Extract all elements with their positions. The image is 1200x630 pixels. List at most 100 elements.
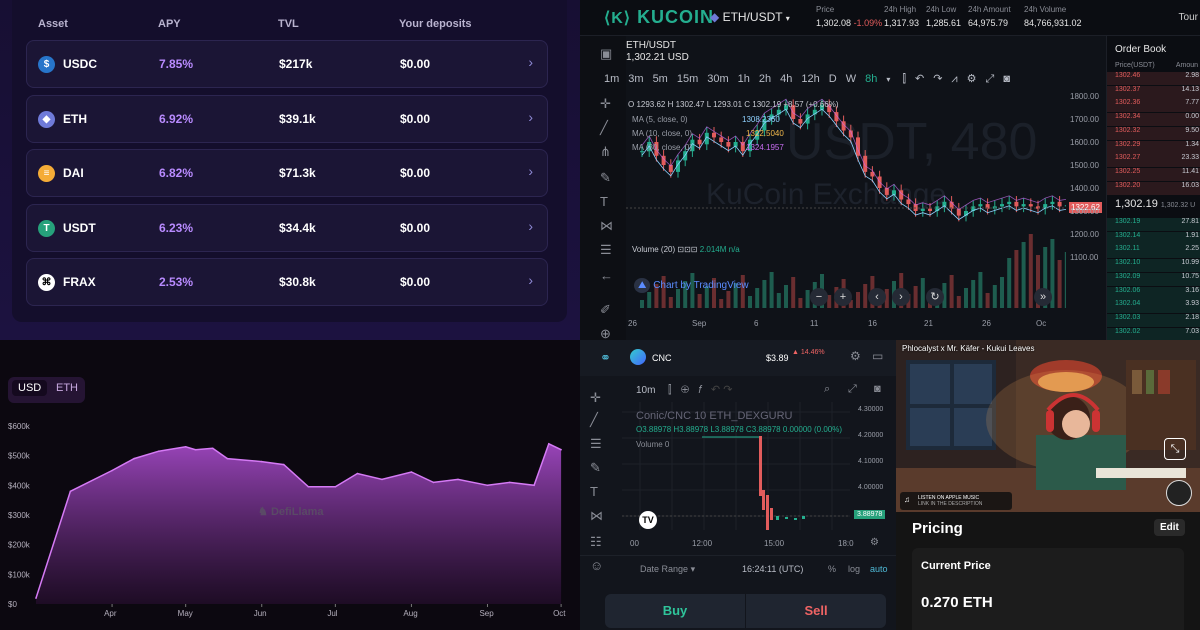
zoom-in-button[interactable]: + <box>834 288 852 306</box>
asset-row-usdt[interactable]: T USDT 6.23% $34.4k $0.00 › <box>26 203 548 252</box>
toggle-usd[interactable]: USD <box>12 380 48 396</box>
tradingview-logo-icon[interactable]: TV <box>639 511 657 529</box>
trendline-icon[interactable]: ╱ <box>590 412 598 427</box>
tf-1m[interactable]: 1m <box>604 73 620 85</box>
pattern-icon[interactable]: ⋈ <box>590 508 603 523</box>
redo-icon[interactable]: ↷ <box>933 73 943 85</box>
chevron-down-icon[interactable]: ▾ <box>886 75 891 84</box>
tf-15m[interactable]: 15m <box>676 73 699 85</box>
ask-row[interactable]: 1302.34 0.00 <box>1107 113 1200 127</box>
ask-row[interactable]: 1302.36 7.77 <box>1107 99 1200 113</box>
date-range-selector[interactable]: Date Range ▾ <box>640 564 695 575</box>
tf-12h[interactable]: 12h <box>801 73 820 85</box>
ruler-icon[interactable]: ✐ <box>600 302 611 317</box>
tf-d[interactable]: D <box>828 73 837 85</box>
smile-icon[interactable]: ☺ <box>590 558 604 573</box>
back-arrow-icon[interactable]: ← <box>600 268 613 283</box>
scroll-to-latest-button[interactable]: » <box>1034 288 1052 306</box>
add-indicator-icon[interactable]: ⊕ <box>680 384 690 396</box>
price-chart[interactable]: ETH/USDT 1,302.21 USD 1m 3m 5m 15m 30m 1h 2h 4h 1… <box>604 36 1106 340</box>
bid-row[interactable]: 1302.02 7.03 <box>1107 327 1200 340</box>
tf-w[interactable]: W <box>845 73 857 85</box>
auto-scale-toggle[interactable]: auto <box>870 564 888 574</box>
log-scale-toggle[interactable]: log <box>848 564 861 574</box>
pattern-icon[interactable]: ⋈ <box>600 218 613 233</box>
asset-row-usdc[interactable]: $ USDC 7.85% $217k $0.00 › <box>26 40 548 88</box>
redo-icon[interactable]: ↷ <box>723 384 733 396</box>
indicator-icon[interactable]: ⫿ <box>902 73 906 85</box>
chart-settings-icon[interactable]: ▣ <box>600 46 613 61</box>
ask-row[interactable]: 1302.37 14.13 <box>1107 85 1200 99</box>
ask-row[interactable]: 1302.29 1.34 <box>1107 140 1200 154</box>
asset-row-frax[interactable]: ⌘ FRAX 2.53% $30.8k $0.00 › <box>26 258 548 306</box>
undo-icon[interactable]: ↶ <box>710 384 721 396</box>
crosshair-icon[interactable]: ✛ <box>600 96 611 111</box>
ask-row[interactable]: 1302.32 9.50 <box>1107 126 1200 140</box>
candle-type-icon[interactable]: ⫿ <box>668 384 672 396</box>
zoom-icon[interactable]: ⊕ <box>600 326 611 340</box>
brush-icon[interactable]: ✎ <box>600 170 611 185</box>
dexguru-logo-icon[interactable]: ⚭ <box>600 350 611 365</box>
tour-link[interactable]: Tour <box>1178 12 1198 23</box>
wallet-icon[interactable]: ▭ <box>872 349 884 363</box>
volume-controls-icon[interactable]: ⊡⊡⊡ <box>677 245 698 254</box>
tf-5m[interactable]: 5m <box>652 73 668 85</box>
sell-button[interactable]: Sell <box>746 594 886 628</box>
chevron-right-icon[interactable]: › <box>528 217 533 234</box>
ask-row[interactable]: 1302.20 16.03 <box>1107 181 1200 195</box>
tf-3m[interactable]: 3m <box>628 73 644 85</box>
undo-icon[interactable]: ↶ <box>914 73 925 85</box>
lofi-artwork[interactable]: Phlocalyst x Mr. Käfer - Kukui Leaves ♫ … <box>896 340 1200 512</box>
text-icon[interactable]: T <box>600 194 608 209</box>
text-icon[interactable]: T <box>590 484 598 499</box>
camera-icon[interactable]: ◙ <box>874 383 881 395</box>
lines-icon[interactable]: ☰ <box>590 436 602 451</box>
asset-row-dai[interactable]: ≡ DAI 6.82% $71.3k $0.00 › <box>26 149 548 197</box>
chevron-right-icon[interactable]: › <box>528 272 533 288</box>
pair-selector[interactable]: ◆ ETH/USDT ▾ <box>710 10 790 24</box>
expand-media-icon[interactable]: ⤡ <box>1164 438 1186 460</box>
tradingview-badge[interactable]: ⛰ Chart by TradingView <box>634 278 749 293</box>
axis-settings-icon[interactable]: ⚙ <box>870 537 879 548</box>
zoom-out-button[interactable]: − <box>810 288 828 306</box>
crosshair-icon[interactable]: ✛ <box>590 390 601 405</box>
scroll-right-button[interactable]: › <box>892 288 910 306</box>
kucoin-logo[interactable]: ⟨K⟩ KUCOIN <box>604 7 714 28</box>
tf-8h[interactable]: 8h <box>865 73 878 85</box>
ask-row[interactable]: 1302.46 2.98 <box>1107 72 1200 85</box>
ask-row[interactable]: 1302.27 23.33 <box>1107 154 1200 168</box>
compare-icon[interactable]: ⩘ <box>951 73 958 85</box>
bid-row[interactable]: 1302.06 3.16 <box>1107 286 1200 300</box>
tf-4h[interactable]: 4h <box>780 73 793 85</box>
bid-row[interactable]: 1302.11 2.25 <box>1107 245 1200 259</box>
brush-icon[interactable]: ✎ <box>590 460 601 475</box>
tf-2h[interactable]: 2h <box>758 73 772 85</box>
reset-chart-button[interactable]: ↻ <box>926 288 944 306</box>
percent-scale-toggle[interactable]: % <box>828 564 837 574</box>
trendline-icon[interactable]: ╱ <box>600 120 608 135</box>
scroll-left-button[interactable]: ‹ <box>868 288 886 306</box>
toggle-eth[interactable]: ETH <box>56 382 78 394</box>
fib-icon[interactable]: ⋔ <box>600 144 611 159</box>
channel-avatar[interactable] <box>1166 480 1192 506</box>
interval-selector[interactable]: 10m <box>636 385 656 396</box>
formula-icon[interactable]: 𝑓 <box>698 384 702 396</box>
gear-icon[interactable]: ⚙ <box>850 349 861 363</box>
gear-icon[interactable]: ⚙ <box>966 73 977 85</box>
bid-row[interactable]: 1302.10 10.99 <box>1107 259 1200 273</box>
tf-30m[interactable]: 30m <box>707 73 729 85</box>
chevron-right-icon[interactable]: › <box>528 108 533 125</box>
chevron-right-icon[interactable]: › <box>528 54 533 70</box>
fullscreen-icon[interactable]: ⤢ <box>985 73 995 85</box>
forecast-icon[interactable]: ☰ <box>600 242 612 257</box>
asset-row-eth[interactable]: ◆ ETH 6.92% $39.1k $0.00 › <box>26 94 548 143</box>
ask-row[interactable]: 1302.25 11.41 <box>1107 167 1200 181</box>
bid-row[interactable]: 1302.09 10.75 <box>1107 272 1200 286</box>
camera-icon[interactable]: ◙ <box>1003 73 1010 85</box>
bid-row[interactable]: 1302.04 3.93 <box>1107 300 1200 314</box>
buy-button[interactable]: Buy <box>605 594 745 628</box>
dex-search-icon[interactable]: ⌕ <box>824 383 831 395</box>
chevron-right-icon[interactable]: › <box>528 163 533 179</box>
fullscreen-icon[interactable]: ⤢ <box>848 383 857 395</box>
bid-row[interactable]: 1302.14 1.91 <box>1107 231 1200 245</box>
